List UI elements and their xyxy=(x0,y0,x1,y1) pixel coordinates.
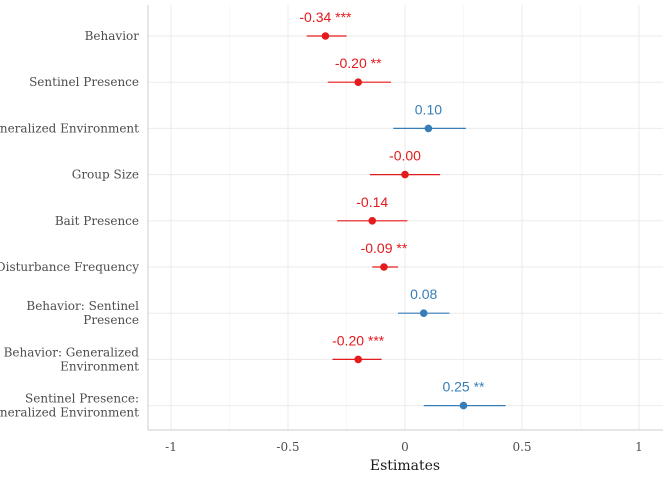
data-label: 0.25 ** xyxy=(442,379,485,395)
estimate-point xyxy=(401,170,409,179)
y-category-label: Generalized Environment xyxy=(0,121,139,135)
category-labels: Behavior Sentinel Presence Generalized Env… xyxy=(0,29,139,420)
estimate-point xyxy=(459,401,468,410)
x-tick-label: -1 xyxy=(165,440,177,454)
y-category-label: Presence xyxy=(83,313,139,327)
estimate-point xyxy=(354,78,363,86)
estimate-point xyxy=(380,263,388,271)
data-label: -0.14 xyxy=(356,194,388,210)
x-axis-title: Estimates xyxy=(370,458,440,474)
y-category-label: Bait Presence xyxy=(55,214,139,228)
data-label: -0.20 *** xyxy=(332,332,385,348)
data-label: -0.00 xyxy=(389,148,421,164)
estimate-point xyxy=(354,355,363,364)
estimate-point xyxy=(321,32,330,40)
x-tick-label: 1 xyxy=(635,440,643,454)
data-label: -0.20 ** xyxy=(335,55,382,71)
data-label: -0.09 ** xyxy=(361,240,408,256)
estimate-point xyxy=(419,309,428,318)
estimate-point xyxy=(368,217,377,225)
x-tick-label: -0.5 xyxy=(276,440,299,454)
y-category-label: Behavior: Generalized xyxy=(4,345,140,359)
y-category-label: Group Size xyxy=(72,168,139,182)
y-category-label: Behavior xyxy=(85,29,140,43)
y-category-label: Environment xyxy=(60,359,139,373)
y-category-label: Behavior: Sentinel xyxy=(26,299,139,313)
estimate-point xyxy=(424,124,433,133)
y-category-label: Sentinel Presence xyxy=(29,75,139,89)
data-marks: -0.34 *** -0.20 ** 0.10 -0.00 -0.14 -0.09 ** 0… xyxy=(299,9,506,410)
y-category-label: Generalized Environment xyxy=(0,406,139,420)
data-label: -0.34 *** xyxy=(299,9,352,25)
data-label: 0.10 xyxy=(415,101,442,117)
axes: -1 -0.5 0 0.5 1 xyxy=(147,5,663,454)
x-tick-label: 0.5 xyxy=(512,440,531,454)
grid-lines xyxy=(148,5,663,430)
y-category-label: Sentinel Presence: xyxy=(25,392,139,406)
x-tick-label: 0 xyxy=(401,440,409,454)
y-category-label: Disturbance Frequency xyxy=(0,260,139,274)
data-label: 0.08 xyxy=(410,286,437,302)
